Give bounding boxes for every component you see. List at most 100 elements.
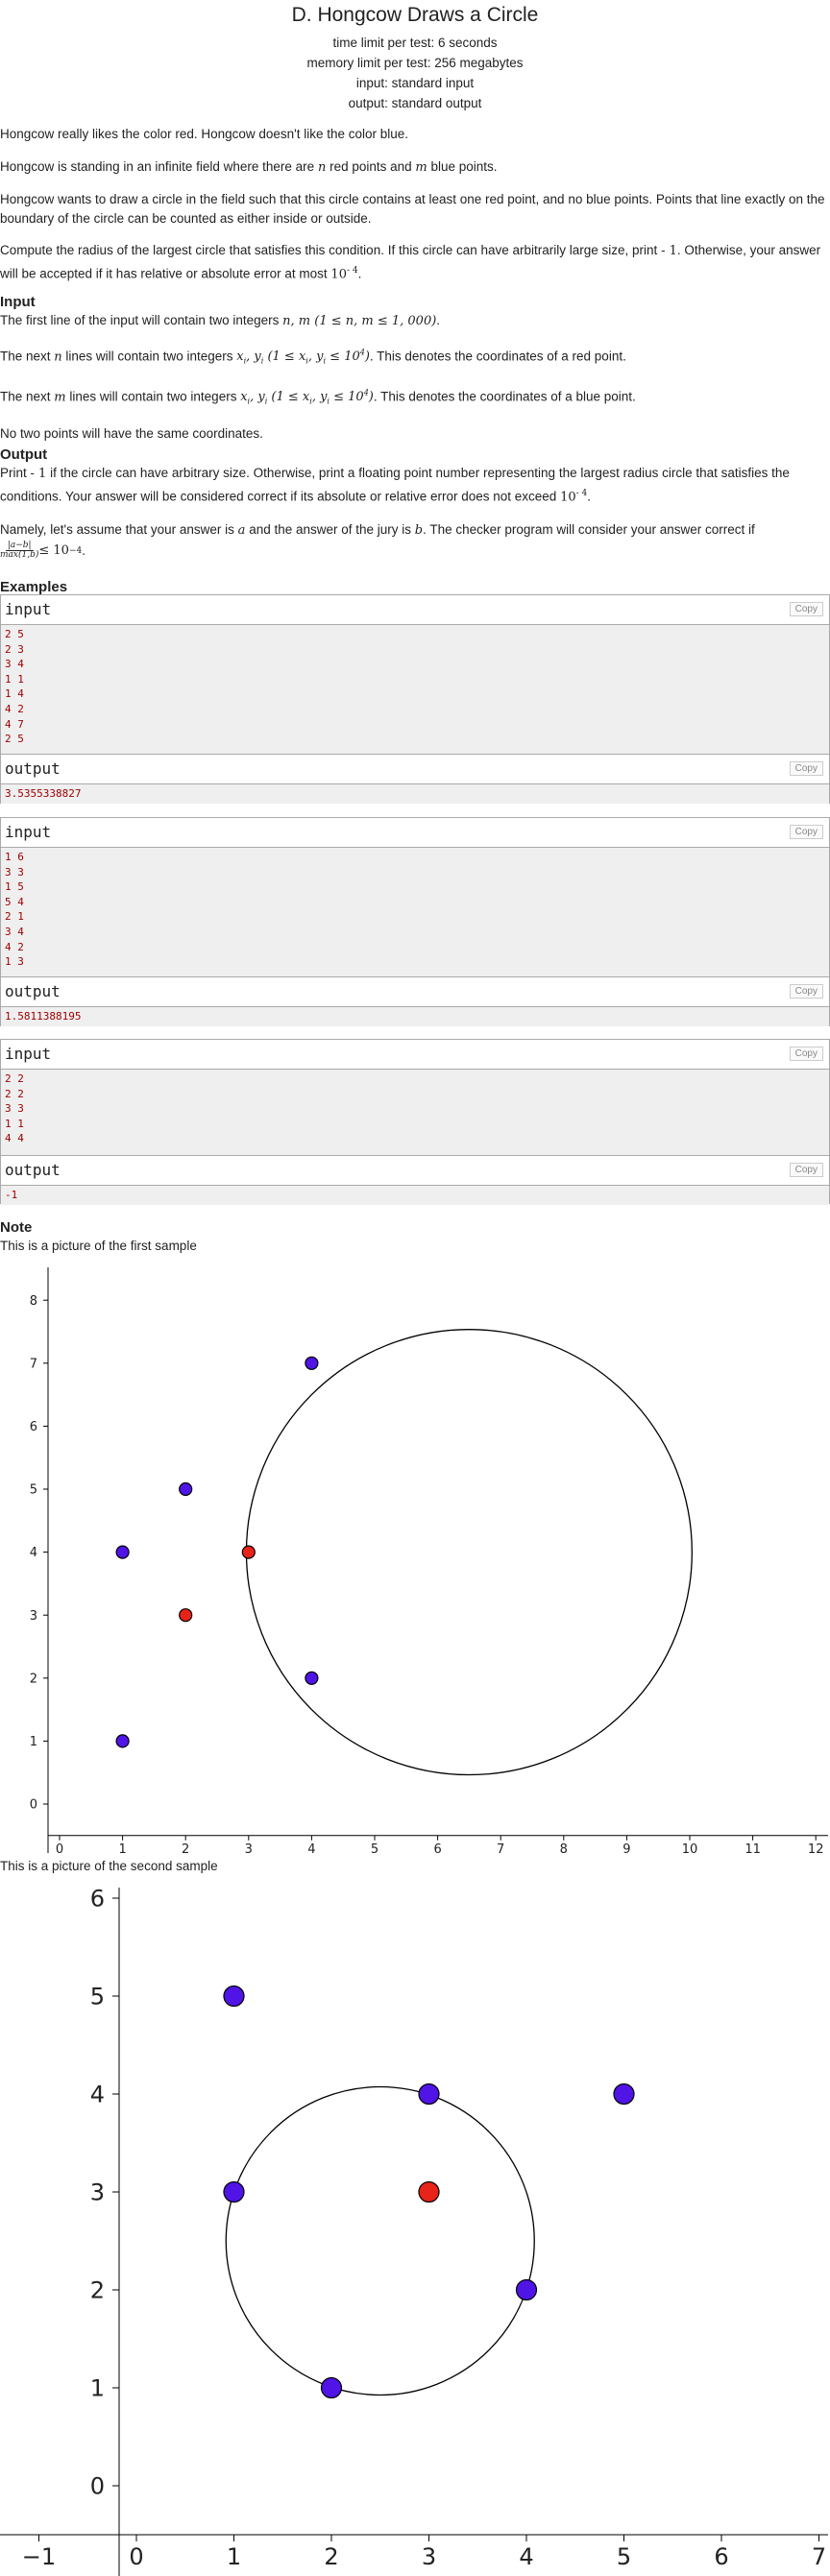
sample-2-output-header: output Copy (1, 976, 829, 1007)
statement-paragraph-1: Hongcow really likes the color red. Hong… (0, 127, 409, 141)
output-section: Output Print - 1 if the circle can have … (0, 446, 826, 562)
sample-3-input: 2 2 2 2 3 3 1 1 4 4 (1, 1070, 829, 1155)
x-tick-label: 0 (56, 1842, 63, 1857)
copy-button[interactable]: Copy (789, 602, 823, 616)
x-tick-label: 3 (422, 2543, 436, 2570)
y-tick-label: 3 (30, 1609, 37, 1624)
copy-button[interactable]: Copy (789, 761, 823, 776)
output-heading: Output (0, 446, 48, 463)
y-tick-label: 5 (90, 1983, 105, 2010)
sample-2-input: 1 6 3 3 1 5 5 4 2 1 3 4 4 2 1 3 (1, 848, 829, 976)
y-tick-label: 7 (30, 1357, 37, 1371)
input-label: input (5, 600, 52, 618)
sample-2-output: 1.5811388195 (1, 1007, 829, 1026)
input-label: input (5, 823, 52, 841)
memory-limit: memory limit per test: 256 megabytes (306, 56, 524, 70)
x-tick-label: 7 (812, 2543, 826, 2570)
input-line-2: The next n lines will contain two intege… (0, 349, 626, 366)
copy-button[interactable]: Copy (789, 984, 823, 999)
y-tick-label: 6 (90, 1885, 105, 1912)
x-tick-label: 9 (622, 1842, 630, 1857)
sample-2: input Copy 1 6 3 3 1 5 5 4 2 1 3 4 4 2 1… (0, 817, 830, 1026)
x-tick-label: 2 (182, 1842, 189, 1857)
x-tick-label: 4 (307, 1842, 315, 1857)
output-label: output (5, 982, 61, 1000)
y-tick-label: 3 (90, 2179, 105, 2205)
blue-point (179, 1481, 193, 1497)
red-point (418, 2180, 440, 2203)
x-tick-label: 7 (497, 1842, 504, 1857)
output-file: output: standard output (348, 96, 482, 110)
x-tick-label: 1 (118, 1842, 126, 1857)
sample-1-output: 3.5355338827 (1, 784, 829, 804)
input-line-3: The next m lines will contain two intege… (0, 388, 636, 406)
x-tick-label: 10 (682, 1842, 698, 1857)
red-point (241, 1545, 256, 1559)
x-tick-label: 1 (227, 2543, 241, 2570)
statement-paragraph-3: Hongcow wants to draw a circle in the fi… (0, 192, 825, 226)
y-tick-label: 5 (30, 1483, 37, 1498)
x-tick-label: 2 (324, 2543, 338, 2570)
blue-point (115, 1545, 130, 1559)
copy-button[interactable]: Copy (789, 1047, 823, 1061)
y-tick-label: 2 (30, 1672, 37, 1686)
y-tick-label: 4 (90, 2081, 105, 2107)
time-limit: time limit per test: 6 seconds (332, 36, 498, 50)
x-tick-label: 4 (519, 2543, 533, 2570)
blue-point (305, 1671, 319, 1685)
sample-3: input Copy 2 2 2 2 3 3 1 1 4 4 output Co… (0, 1039, 830, 1205)
blue-point (320, 2376, 343, 2399)
sample-1: input Copy 2 5 2 3 3 4 1 1 1 4 4 2 4 7 2… (0, 594, 830, 804)
x-tick-label: 5 (617, 2543, 631, 2570)
sample-3-output: -1 (1, 1186, 829, 1205)
red-point (179, 1608, 193, 1623)
x-tick-label: 3 (245, 1842, 253, 1857)
blue-point (613, 2082, 635, 2106)
y-tick-label: 0 (30, 1798, 37, 1813)
x-tick-label: 11 (745, 1842, 761, 1857)
copy-button[interactable]: Copy (789, 825, 823, 839)
blue-point (418, 2082, 440, 2106)
blue-point (515, 2278, 538, 2301)
output-label: output (5, 1161, 61, 1179)
y-tick-label: 0 (90, 2472, 105, 2499)
blue-point (223, 1985, 245, 2008)
sample-2-input-header: input Copy (1, 818, 829, 848)
output-paragraph-1: Print - 1 if the circle can have arbitra… (0, 466, 790, 505)
blue-point (305, 1356, 319, 1370)
problem-title: D. Hongcow Draws a Circle (291, 4, 539, 26)
figure-1-caption: This is a picture of the first sample (0, 1239, 197, 1253)
y-tick-label: 6 (30, 1420, 37, 1434)
output-label: output (5, 759, 61, 778)
sample-1-input-header: input Copy (1, 595, 829, 625)
x-tick-label: −1 (22, 2543, 56, 2570)
y-tick-label: 1 (90, 2374, 105, 2401)
blue-point (223, 2180, 245, 2203)
sample-2-figure: −1 0 1 2 3 4 5 6 7 0 1 2 3 4 5 6 (0, 1885, 828, 2576)
input-file: input: standard input (355, 76, 475, 90)
answer-circle (245, 1329, 693, 1776)
output-paragraph-2: Namely, let's assume that your answer is… (0, 521, 755, 538)
copy-button[interactable]: Copy (789, 1163, 823, 1177)
sample-1-output-header: output Copy (1, 754, 829, 784)
x-tick-label: 5 (371, 1842, 378, 1857)
input-section: Input The first line of the input will c… (0, 294, 826, 444)
x-tick-label: 6 (714, 2543, 728, 2570)
input-line-4: No two points will have the same coordin… (0, 425, 263, 441)
y-tick-label: 8 (30, 1294, 37, 1309)
statement-paragraph-2: Hongcow is standing in an infinite field… (0, 159, 498, 175)
input-label: input (5, 1045, 52, 1063)
x-tick-label: 12 (808, 1842, 824, 1857)
note-heading: Note (0, 1219, 33, 1236)
sample-3-output-header: output Copy (1, 1155, 829, 1186)
input-heading: Input (0, 294, 36, 310)
problem-header: D. Hongcow Draws a Circle time limit per… (0, 0, 830, 113)
examples-heading: Examples (0, 579, 68, 595)
y-tick-label: 1 (30, 1735, 37, 1749)
x-tick-label: 0 (129, 2543, 143, 2570)
sample-3-input-header: input Copy (1, 1040, 829, 1070)
y-tick-label: 2 (90, 2276, 105, 2303)
x-tick-label: 6 (433, 1842, 441, 1857)
figure-2-caption: This is a picture of the second sample (0, 1859, 218, 1873)
